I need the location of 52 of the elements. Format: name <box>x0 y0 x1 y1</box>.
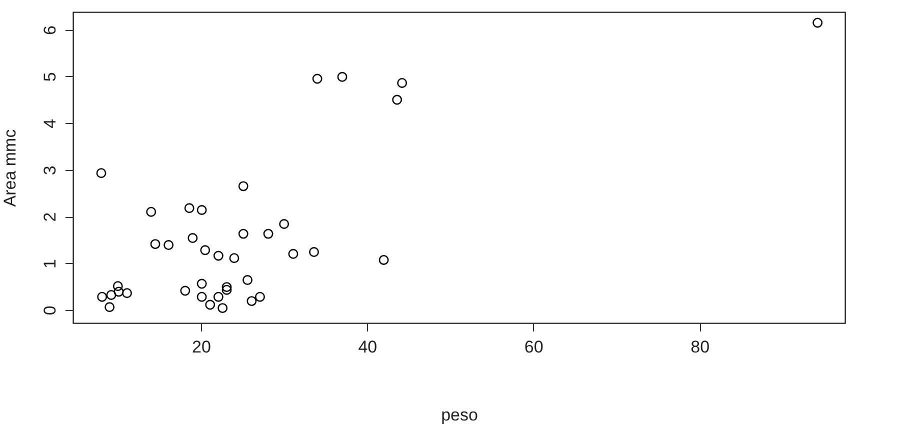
y-tick-label: 4 <box>40 118 60 128</box>
point <box>246 296 257 306</box>
y-tick-label: 0 <box>40 306 60 316</box>
point <box>242 275 252 286</box>
point <box>196 292 207 302</box>
point <box>146 206 156 217</box>
point <box>150 239 160 250</box>
point <box>196 278 207 289</box>
point <box>184 203 194 214</box>
x-tick-label: 20 <box>192 338 211 356</box>
point <box>392 94 402 105</box>
point <box>104 302 115 312</box>
point <box>378 254 389 265</box>
point <box>222 284 232 295</box>
point <box>114 286 124 297</box>
point <box>180 286 190 296</box>
y-tick-label: 6 <box>40 26 60 35</box>
point <box>188 233 198 243</box>
x-tick-label: 80 <box>690 338 710 356</box>
point <box>238 181 248 192</box>
point <box>196 205 207 215</box>
point <box>288 248 298 259</box>
y-axis-title: Area mmc <box>0 128 20 207</box>
point <box>106 290 116 300</box>
point <box>213 292 224 302</box>
y-tick-label: 5 <box>40 72 60 82</box>
point <box>164 240 174 250</box>
point <box>254 292 265 302</box>
x-tick-label: 60 <box>524 338 544 356</box>
y-tick-label: 3 <box>40 166 60 176</box>
point <box>337 72 348 82</box>
point <box>229 253 240 264</box>
point <box>218 303 228 314</box>
point <box>213 250 224 261</box>
x-axis-title: peso <box>441 406 478 424</box>
point <box>222 282 232 292</box>
point <box>397 78 408 88</box>
point <box>112 281 123 292</box>
point <box>312 74 322 84</box>
point <box>97 292 108 302</box>
point <box>309 247 319 257</box>
x-tick-label: 40 <box>358 338 378 356</box>
point <box>812 18 823 28</box>
point <box>205 300 216 310</box>
point <box>200 245 210 256</box>
point <box>279 219 290 229</box>
point <box>122 288 132 298</box>
point <box>238 228 248 239</box>
y-tick-label: 2 <box>40 212 60 222</box>
y-tick-label: 1 <box>40 258 60 268</box>
point <box>96 168 106 178</box>
point <box>263 228 274 239</box>
